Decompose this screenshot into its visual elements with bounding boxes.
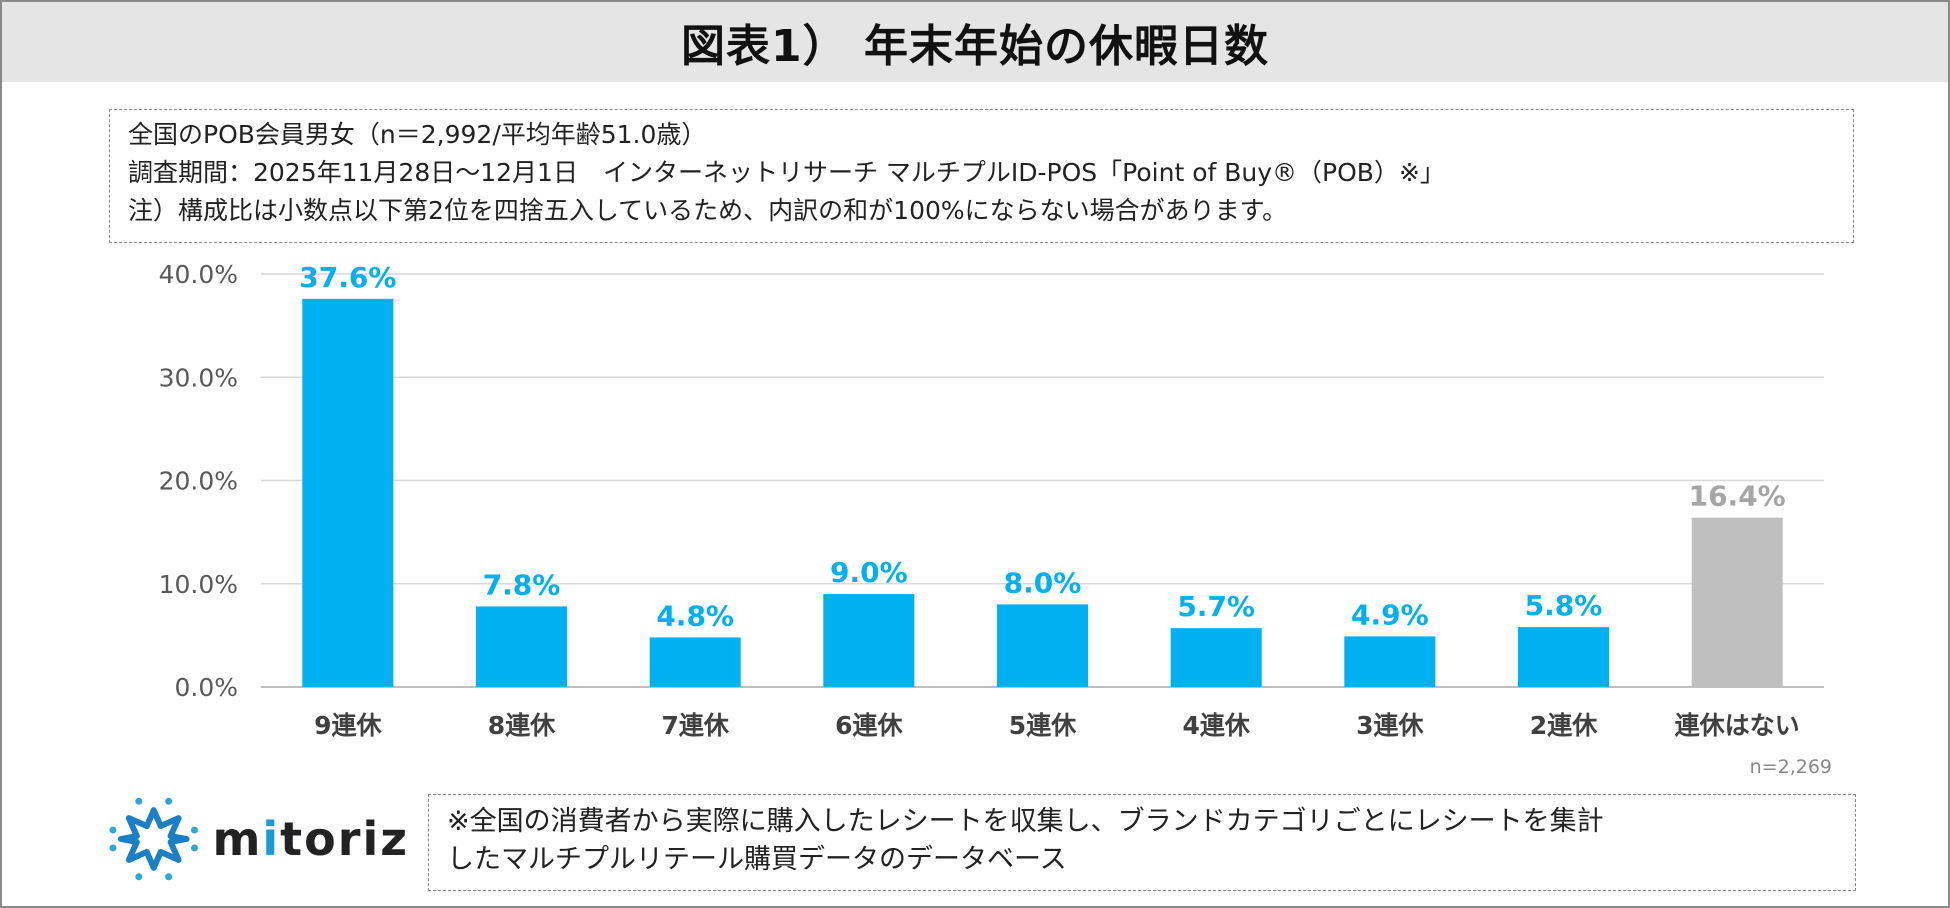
x-category-label: 6連休 [835,711,903,740]
bar-1 [302,298,394,687]
y-tick-label: 0.0% [174,673,238,702]
x-category-label: 8連休 [488,711,556,740]
logo-wordmark: mitoriz [212,812,409,866]
data-label: 16.4% [1689,480,1786,513]
x-category-label: 3連休 [1356,711,1424,740]
survey-info-box: 全国のPOB会員男女（n＝2,992/平均年齢51.0歳） 調査期間：2025年… [109,109,1854,243]
data-label: 5.8% [1525,589,1603,622]
x-category-label: 5連休 [1009,711,1077,740]
bar-2 [476,606,567,687]
survey-sample: 全国のPOB会員男女（n＝2,992/平均年齢51.0歳） [128,120,707,149]
x-category-label: 4連休 [1182,711,1250,740]
pob-footnote-box: ※全国の消費者から実際に購入したレシートを収集し、ブランドカテゴリごとにレシート… [428,794,1856,891]
y-tick-label: 20.0% [159,467,238,496]
bar-7 [1344,636,1436,687]
y-tick-label: 30.0% [159,363,238,392]
footnote-line-2: したマルチプルリテール購買データのデータベース [447,844,1067,875]
figure-title: 図表1） 年末年始の休暇日数 [681,21,1269,72]
x-category-label: 9連休 [314,711,382,740]
x-category-label: 連休はない [1675,711,1800,740]
data-label: 7.8% [483,568,561,601]
survey-period: 調査期間：2025年11月28日～12月1日 インターネットリサーチ マルチプル… [128,158,1445,187]
bar-8 [1518,627,1609,687]
data-label: 9.0% [830,556,908,589]
data-label: 4.9% [1351,598,1429,631]
data-label: 4.8% [656,599,734,632]
bar-9 [1691,517,1783,687]
logo-mark-icon [109,797,198,881]
data-label: 37.6% [299,261,396,294]
data-label: 5.7% [1177,590,1255,623]
rounding-note: 注）構成比は小数点以下第2位を四捨五入しているため、内訳の和が100%にならない… [128,196,1288,225]
bar-5 [997,604,1088,687]
footnote-line-1: ※全国の消費者から実際に購入したレシートを収集し、ブランドカテゴリごとにレシート… [447,806,1604,837]
bar-3 [649,637,741,687]
x-category-label: 2連休 [1530,711,1598,740]
x-category-label: 7連休 [661,711,729,740]
bar-4 [823,594,915,687]
title-bar: 図表1） 年末年始の休暇日数 [2,2,1948,82]
bar-6 [1170,628,1262,687]
data-label: 8.0% [1004,566,1082,599]
y-tick-label: 40.0% [159,260,238,289]
y-tick-label: 10.0% [159,570,238,599]
mitoriz-logo: mitoriz [109,796,409,882]
bar-chart: 0.0% 10.0% 20.0% 30.0% 40.0% 37.6% 9連休 7.8% 8連休 4… [159,260,1824,740]
sample-size-note: n=2,269 [1749,756,1832,778]
